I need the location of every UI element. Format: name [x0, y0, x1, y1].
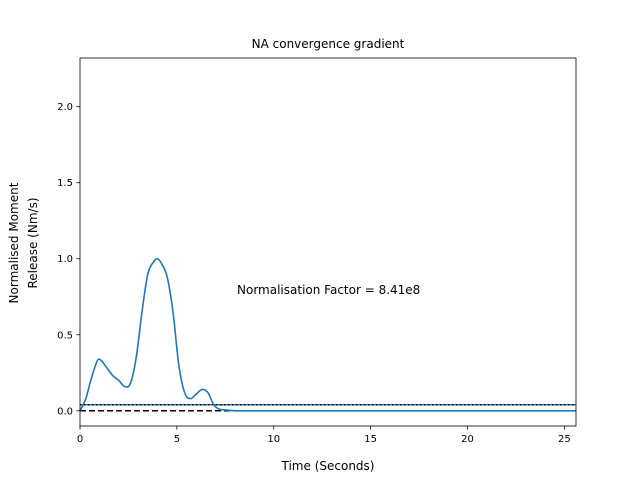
y-tick-label: 2.0	[57, 102, 73, 113]
chart-title: NA convergence gradient	[252, 37, 405, 51]
y-tick-label: 1.5	[57, 178, 73, 189]
y-tick-label: 1.0	[57, 254, 73, 265]
x-tick-label: 20	[461, 434, 474, 445]
series-line-0	[79, 257, 576, 412]
axes-frame	[79, 57, 577, 427]
x-tick-label: 25	[558, 434, 571, 445]
x-tick-label: 5	[174, 434, 180, 445]
y-tick-label: 0.0	[57, 406, 73, 417]
x-tick-label: 10	[267, 434, 280, 445]
x-tick-label: 15	[364, 434, 377, 445]
y-axis-label-line-1: Normalised Moment	[7, 182, 21, 303]
x-tick-label: 0	[77, 434, 83, 445]
x-axis-label: Time (Seconds)	[281, 459, 375, 473]
plot-area: 0 5 10 15 20 25 0.0 0.5 1.0 1.5 2.0	[57, 57, 577, 445]
y-axis-label-line-2: Release (Nm/s)	[26, 197, 40, 288]
y-tick-label: 0.5	[57, 330, 73, 341]
normalisation-factor-annotation: Normalisation Factor = 8.41e8	[237, 283, 420, 297]
